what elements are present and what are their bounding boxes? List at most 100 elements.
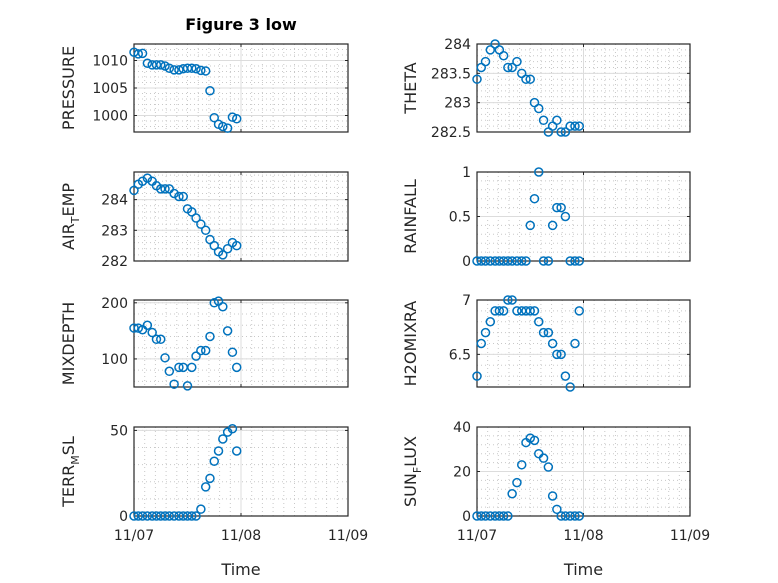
x-tick-label: 11/07 <box>457 528 497 544</box>
data-point <box>142 320 153 331</box>
x-tick-label: 11/09 <box>670 528 710 544</box>
data-point <box>574 256 584 266</box>
data-point <box>476 511 487 521</box>
data-point <box>147 327 157 338</box>
data-point <box>570 256 580 266</box>
y-tick-label: 283 <box>444 96 471 112</box>
data-point <box>552 349 562 360</box>
data-point <box>200 345 211 356</box>
data-point <box>552 202 562 213</box>
y-tick-label: 282 <box>101 254 128 270</box>
x-axis-label: Time <box>563 560 603 579</box>
data-point <box>538 256 549 266</box>
data-point <box>218 301 228 312</box>
data-point <box>485 45 496 55</box>
data-point <box>142 173 153 183</box>
data-point <box>218 434 228 444</box>
data-point <box>213 446 224 456</box>
data-point <box>538 453 549 463</box>
data-point <box>512 306 522 316</box>
data-point <box>498 511 509 521</box>
data-point <box>498 306 509 316</box>
data-point <box>507 256 517 266</box>
data-point <box>191 511 201 521</box>
x-tick-label: 11/08 <box>563 528 603 544</box>
data-point <box>222 326 233 336</box>
subplot-theta: 282.5 283 283.5 284 THETA <box>401 37 691 141</box>
data-point <box>547 220 558 231</box>
x-tick-label: 11/07 <box>114 528 154 544</box>
y-tick-label: 0 <box>462 254 471 270</box>
y-tick-label: 50 <box>110 423 128 439</box>
y-tick-label: 200 <box>101 296 128 312</box>
data-point <box>133 323 144 333</box>
data-point <box>200 225 211 236</box>
data-point <box>164 366 175 377</box>
subplot-mixdepth: 100 200 MIXDEPTH <box>59 296 349 391</box>
data-point <box>476 256 487 266</box>
data-point <box>512 477 522 488</box>
data-point <box>560 371 571 381</box>
y-tick-label: 284 <box>444 37 471 53</box>
data-point <box>187 207 197 217</box>
data-point <box>129 323 139 333</box>
data-point <box>231 240 242 251</box>
y-tick-label: 0.5 <box>449 210 471 226</box>
data-point <box>205 331 215 342</box>
data-point <box>164 511 175 521</box>
data-point <box>137 176 148 186</box>
y-tick-label: 283 <box>101 223 128 239</box>
y-tick-label: 0 <box>462 509 471 525</box>
data-point <box>187 362 197 373</box>
data-point <box>480 511 491 521</box>
x-tick-label: 11/08 <box>221 528 261 544</box>
data-point <box>480 327 491 338</box>
data-point <box>137 511 148 521</box>
y-tick-label: 0 <box>119 509 128 525</box>
y-tick-label: 40 <box>453 420 471 436</box>
data-point <box>142 511 153 521</box>
data-point <box>218 250 228 260</box>
data-point <box>174 362 184 373</box>
data-point <box>498 50 509 61</box>
data-point <box>160 184 170 194</box>
data-point <box>209 240 219 251</box>
data-point <box>543 327 554 338</box>
data-point <box>472 74 482 84</box>
data-point <box>503 295 513 305</box>
data-point <box>560 127 571 137</box>
data-point <box>205 86 215 96</box>
y-tick-label: 284 <box>101 193 128 209</box>
data-point <box>476 338 487 349</box>
y-axis-label: THETA <box>401 62 420 114</box>
y-tick-label: 7 <box>462 293 471 309</box>
data-point <box>137 48 148 59</box>
data-point <box>485 317 496 327</box>
data-point <box>543 462 554 472</box>
data-point <box>529 435 540 446</box>
data-point <box>480 56 491 67</box>
y-axis-label: SUNFLUX <box>401 436 424 507</box>
data-point <box>222 243 233 254</box>
data-point <box>169 65 179 75</box>
subplot-pressure: 1000 1005 1010 PRESSURE <box>59 43 349 133</box>
data-point <box>534 167 544 177</box>
data-point <box>529 193 540 204</box>
data-point <box>218 121 228 132</box>
subplot-terr-msl: 0 50 11/07 11/08 11/09 Time TERRMSL <box>59 423 368 579</box>
data-point <box>538 115 549 126</box>
y-axis-label: MIXDEPTH <box>59 302 78 385</box>
data-point <box>196 219 206 229</box>
data-point <box>227 112 238 122</box>
data-point <box>565 256 575 266</box>
data-point <box>191 351 201 361</box>
subplot-sun-flux: 0 20 40 11/07 11/08 11/09 Time SUNFLUX <box>401 420 710 579</box>
data-point <box>552 115 562 126</box>
data-point <box>529 306 540 316</box>
y-tick-label: 1005 <box>92 81 128 97</box>
data-point <box>133 511 144 521</box>
x-axis-label: Time <box>220 560 260 579</box>
data-point <box>191 213 201 223</box>
data-point <box>512 256 522 266</box>
